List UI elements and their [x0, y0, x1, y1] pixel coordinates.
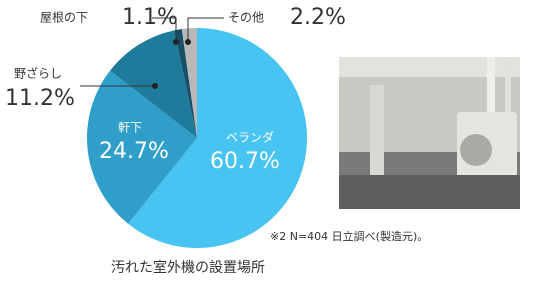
leader-dot [185, 39, 191, 45]
slice-name: ベランダ [226, 130, 274, 145]
chart: ※2 N=404 日立調べ(製造元)。 汚れた室外機の設置場所 ベランダ 60.7… [0, 0, 545, 282]
slice-value: 11.2% [5, 86, 75, 111]
slice-name: 野ざらし [14, 66, 62, 81]
slice-name: 軒下 [118, 121, 142, 135]
photo [339, 57, 520, 209]
caption: 汚れた室外機の設置場所 [111, 259, 265, 276]
slice-value: 2.2% [290, 5, 346, 30]
slice-value: 60.7% [210, 149, 280, 174]
footnote: ※2 N=404 日立調べ(製造元)。 [270, 229, 428, 243]
leader-dot [173, 39, 179, 45]
slice-value: 1.1% [122, 5, 178, 30]
slice-name: 屋根の下 [40, 11, 88, 25]
leader-dot [152, 83, 158, 89]
slice-name: その他 [228, 11, 264, 25]
slice-value: 24.7% [99, 139, 169, 164]
